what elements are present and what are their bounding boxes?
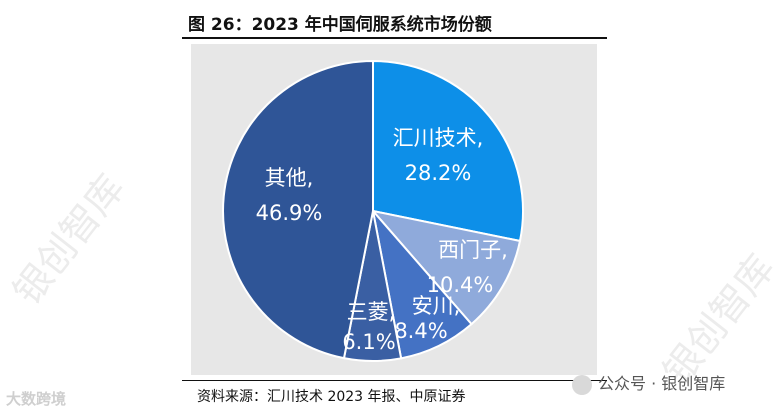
slice-label-name-1: 汇川技术, [393, 126, 484, 150]
pie-slice-5 [222, 59, 374, 360]
slice-label-name-3: 安川, [412, 294, 461, 318]
slice-label-value-4: 6.1% [342, 330, 395, 354]
source-rule [182, 380, 607, 381]
slice-label-value-1: 28.2% [405, 161, 472, 185]
watermark-right: 公众号 · 银创智库 [572, 370, 725, 395]
pie-slice-1 [372, 59, 525, 243]
title-rule [182, 37, 607, 39]
slice-label-name-4: 三菱, [347, 300, 396, 324]
source-note: 资料来源：汇川技术 2023 年报、中原证券 [197, 389, 466, 405]
slice-label-value-5: 46.9% [256, 201, 323, 225]
watermark-left: 大数跨境 [6, 390, 67, 408]
wechat-icon [572, 374, 592, 395]
pie-slice-2 [370, 209, 522, 326]
figure-title: 图 26：2023 年中国伺服系统市场份额 [188, 15, 492, 35]
slice-label-name-5: 其他, [265, 166, 314, 190]
watermark-right-text: 公众号 · 银创智库 [598, 374, 726, 393]
slice-label-value-3: 8.4% [394, 319, 447, 343]
slice-label-value-2: 10.4% [427, 273, 494, 297]
slice-label-name-2: 西门子, [438, 238, 508, 262]
